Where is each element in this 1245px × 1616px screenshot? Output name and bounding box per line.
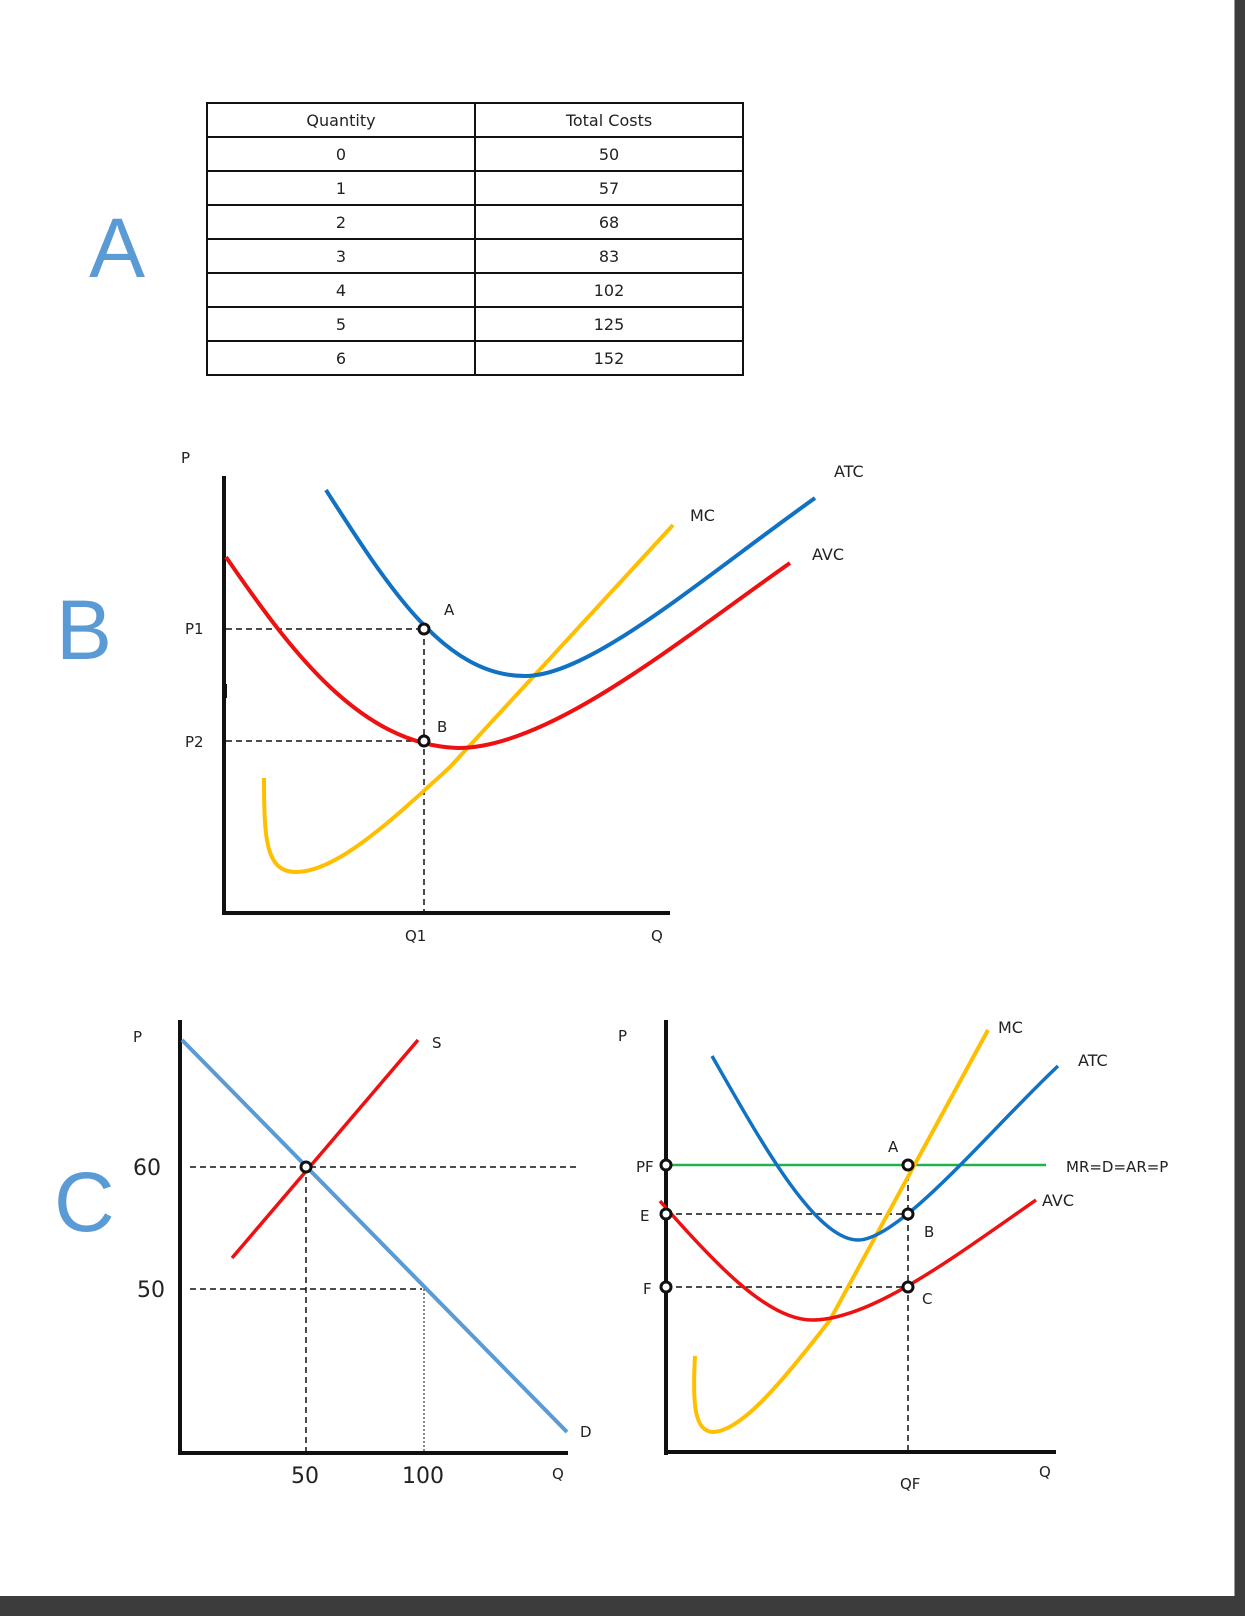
column-header-total-costs: Total Costs xyxy=(474,102,744,138)
quantity-cell: 2 xyxy=(206,204,476,240)
section-label-c: C xyxy=(54,1155,115,1249)
point-b xyxy=(417,734,431,748)
axis-point-pf xyxy=(659,1158,673,1172)
total-cost-cell: 57 xyxy=(474,170,744,206)
chart-c-left-xlabel: Q xyxy=(552,1465,564,1483)
chart-b-xlabel: Q xyxy=(651,927,663,945)
section-label-a: A xyxy=(89,201,146,295)
chart-c-right: P Q PF E F QF MC ATC AVC MR=D=AR=P A B C xyxy=(618,1018,1168,1493)
demand-label: D xyxy=(580,1423,592,1441)
point-b-right-label: B xyxy=(924,1223,934,1241)
worksheet-page: A B C Quantity Total Costs 0 50 1 57 2 68 3… xyxy=(0,0,1235,1596)
avc-label: AVC xyxy=(812,545,844,564)
charts-canvas: P Q P1 P2 Q1 MC ATC AVC A B P Q 60 50 xyxy=(133,449,1168,1493)
avc-curve-right xyxy=(658,1198,1038,1322)
x-tick-100: 100 xyxy=(402,1464,444,1489)
point-a-right xyxy=(901,1158,915,1172)
chart-c-left-ylabel: P xyxy=(133,1028,142,1046)
x-tick-q1: Q1 xyxy=(405,927,426,945)
chart-c-left: P Q 60 50 50 100 S D xyxy=(133,1020,592,1489)
avc-label-right: AVC xyxy=(1042,1191,1074,1210)
quantity-cell: 0 xyxy=(206,136,476,172)
table-row: 0 50 xyxy=(206,136,744,172)
table-row: 4 102 xyxy=(206,272,744,308)
mc-label-right: MC xyxy=(998,1018,1023,1037)
chart-c-right-xlabel: Q xyxy=(1039,1463,1051,1481)
point-c-right xyxy=(901,1280,915,1294)
total-cost-cell: 68 xyxy=(474,204,744,240)
x-tick-50: 50 xyxy=(291,1464,319,1489)
quantity-cell: 5 xyxy=(206,306,476,342)
chart-b-ylabel: P xyxy=(181,449,190,467)
y-tick-60: 60 xyxy=(133,1156,161,1181)
cost-table: Quantity Total Costs 0 50 1 57 2 68 3 83 4 10… xyxy=(206,102,744,376)
atc-label: ATC xyxy=(834,462,864,481)
total-cost-cell: 83 xyxy=(474,238,744,274)
point-a-right-label: A xyxy=(888,1138,899,1156)
demand-curve xyxy=(180,1038,569,1434)
quantity-cell: 1 xyxy=(206,170,476,206)
section-label-b: B xyxy=(56,583,113,677)
point-a-label: A xyxy=(444,601,455,619)
atc-label-right: ATC xyxy=(1078,1051,1108,1070)
quantity-cell: 4 xyxy=(206,272,476,308)
axis-point-f xyxy=(659,1280,673,1294)
table-row: 3 83 xyxy=(206,238,744,274)
supply-label: S xyxy=(432,1034,442,1052)
mr-label: MR=D=AR=P xyxy=(1066,1158,1168,1176)
equilibrium-point xyxy=(299,1160,313,1174)
atc-curve xyxy=(324,488,817,679)
quantity-cell: 6 xyxy=(206,340,476,376)
y-tick-p1: P1 xyxy=(185,620,204,638)
point-c-right-label: C xyxy=(922,1290,932,1308)
point-b-label: B xyxy=(437,718,447,736)
total-cost-cell: 152 xyxy=(474,340,744,376)
mc-label: MC xyxy=(690,506,715,525)
y-tick-f: F xyxy=(643,1280,652,1298)
total-cost-cell: 102 xyxy=(474,272,744,308)
table-row: 5 125 xyxy=(206,306,744,342)
y-tick-e: E xyxy=(640,1207,649,1225)
axis-point-e xyxy=(659,1207,673,1221)
table-row: 2 68 xyxy=(206,204,744,240)
point-a xyxy=(417,622,431,636)
quantity-cell: 3 xyxy=(206,238,476,274)
total-cost-cell: 50 xyxy=(474,136,744,172)
table-row: 6 152 xyxy=(206,340,744,376)
point-b-right xyxy=(901,1207,915,1221)
total-cost-cell: 125 xyxy=(474,306,744,342)
atc-curve-right xyxy=(710,1055,1060,1242)
table-row: 1 57 xyxy=(206,170,744,206)
avc-curve xyxy=(224,555,792,751)
y-tick-p2: P2 xyxy=(185,733,204,751)
y-tick-50: 50 xyxy=(137,1278,165,1303)
chart-b: P Q P1 P2 Q1 MC ATC AVC A B xyxy=(181,449,864,945)
column-header-quantity: Quantity xyxy=(206,102,476,138)
supply-curve xyxy=(230,1038,420,1260)
y-tick-pf: PF xyxy=(636,1158,654,1176)
chart-c-right-ylabel: P xyxy=(618,1027,627,1045)
mc-curve xyxy=(262,523,675,875)
table-header-row: Quantity Total Costs xyxy=(206,102,744,138)
mc-curve-right xyxy=(692,1029,990,1435)
x-tick-qf: QF xyxy=(900,1475,920,1493)
